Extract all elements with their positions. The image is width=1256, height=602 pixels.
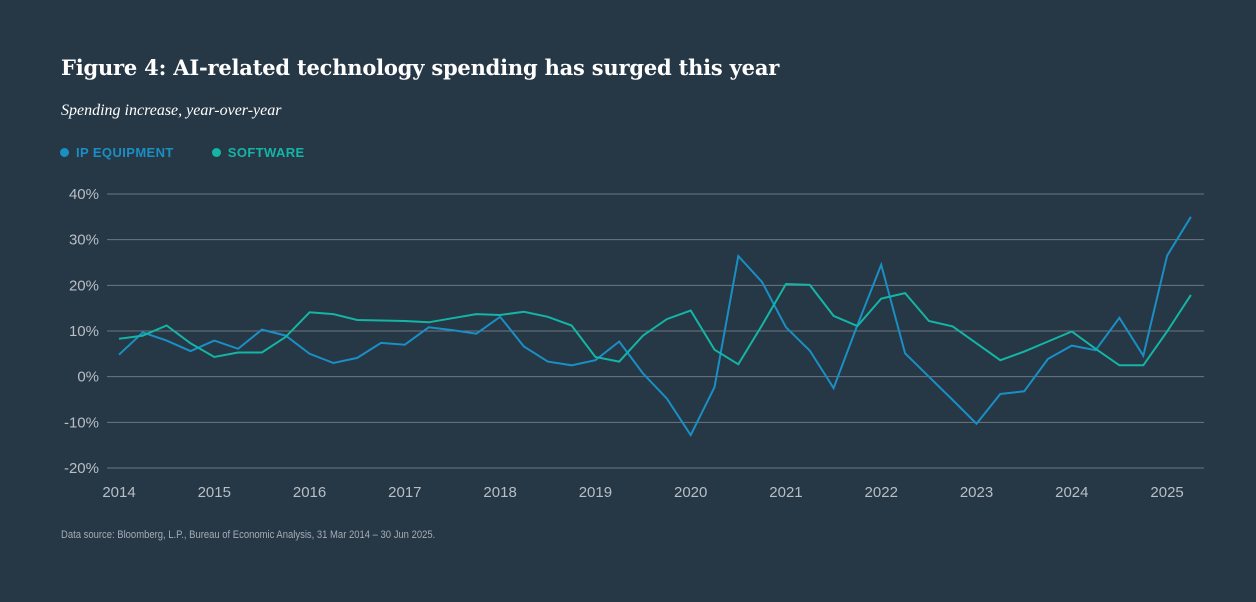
x-tick-label: 2021 [769, 484, 802, 501]
legend-dot-icon [211, 148, 221, 157]
legend: IP EQUIPMENT SOFTWARE [60, 145, 305, 160]
series-line-ip-equipment [118, 216, 1192, 438]
x-tick-label: 2022 [865, 484, 898, 501]
y-tick-label: -10% [64, 414, 99, 431]
x-tick-label: 2020 [674, 484, 707, 501]
legend-item-software: SOFTWARE [211, 145, 305, 160]
x-tick-label: 2017 [388, 484, 421, 501]
x-tick-label: 2024 [1055, 484, 1088, 501]
data-source-note: Data source: Bloomberg, L.P., Bureau of … [61, 529, 436, 541]
y-tick-label: 40% [69, 186, 99, 203]
y-tick-label: 20% [69, 277, 99, 294]
y-tick-label: -20% [64, 460, 99, 477]
series-lines [118, 216, 1192, 438]
y-tick-label: 0% [77, 369, 99, 386]
chart-subtitle: Spending increase, year-over-year [61, 102, 282, 119]
legend-item-ip-equipment: IP EQUIPMENT [60, 145, 174, 160]
y-tick-label: 30% [69, 232, 99, 249]
series-line-software [118, 282, 1192, 367]
x-tick-label: 2014 [102, 484, 135, 501]
y-tick-label: 10% [69, 323, 99, 340]
x-tick-label: 2019 [579, 484, 612, 501]
legend-label: IP EQUIPMENT [76, 145, 174, 160]
legend-label: SOFTWARE [227, 145, 305, 160]
x-tick-label: 2018 [483, 484, 516, 501]
chart-title: Figure 4: AI-related technology spending… [61, 55, 780, 80]
gridlines [107, 193, 1204, 469]
x-axis-ticks: 2014 2015 2016 2017 2018 2019 2020 2021 2022 2023… [102, 484, 1183, 501]
legend-dot-icon [60, 148, 69, 157]
x-tick-label: 2023 [960, 484, 993, 501]
x-tick-label: 2015 [198, 484, 231, 501]
y-axis-ticks: 40% 30% 20% 10% 0% -10% -20% [64, 186, 99, 477]
x-tick-label: 2025 [1150, 484, 1183, 501]
x-tick-label: 2016 [293, 484, 326, 501]
